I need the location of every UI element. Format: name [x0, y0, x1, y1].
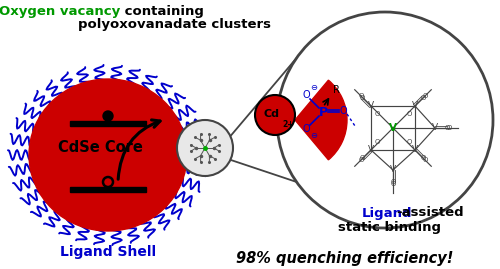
- Text: ⊖: ⊖: [310, 132, 318, 140]
- Circle shape: [255, 95, 295, 135]
- Text: Oxygen vacancy: Oxygen vacancy: [0, 5, 120, 18]
- Text: O: O: [360, 94, 365, 101]
- Text: O: O: [374, 139, 380, 145]
- Text: O: O: [390, 181, 396, 187]
- Text: P: P: [318, 105, 328, 119]
- Text: V: V: [390, 165, 396, 175]
- Text: ⊖: ⊖: [310, 83, 318, 93]
- Bar: [70, 187, 146, 192]
- Text: containing: containing: [120, 5, 204, 18]
- Text: O: O: [421, 94, 426, 101]
- Text: CdSe Core: CdSe Core: [58, 140, 142, 154]
- Text: O: O: [446, 125, 452, 131]
- Text: V: V: [432, 123, 438, 133]
- Text: static binding: static binding: [338, 221, 442, 235]
- Text: O: O: [422, 157, 428, 163]
- Bar: [70, 121, 146, 126]
- Text: O: O: [444, 125, 450, 131]
- Text: O: O: [406, 139, 412, 145]
- Text: O: O: [302, 90, 310, 100]
- Text: O: O: [339, 106, 347, 116]
- Text: 2+: 2+: [282, 120, 294, 129]
- Text: O: O: [390, 179, 396, 185]
- Text: O: O: [406, 111, 412, 117]
- Wedge shape: [295, 80, 347, 160]
- Text: O: O: [374, 111, 380, 117]
- Text: O: O: [358, 93, 364, 99]
- Text: polyoxovanadate clusters: polyoxovanadate clusters: [78, 18, 272, 31]
- Text: R: R: [332, 85, 340, 95]
- Text: O: O: [422, 93, 428, 99]
- Text: Ligand: Ligand: [362, 207, 412, 220]
- Text: O: O: [358, 157, 364, 163]
- Text: Ligand Shell: Ligand Shell: [60, 245, 156, 259]
- Text: O: O: [302, 124, 310, 134]
- Text: O: O: [421, 155, 426, 161]
- Ellipse shape: [29, 79, 187, 231]
- Text: V: V: [412, 101, 418, 111]
- Text: V: V: [412, 146, 418, 154]
- Text: V: V: [368, 101, 374, 111]
- Text: 98% quenching efficiency!: 98% quenching efficiency!: [236, 250, 454, 266]
- Text: Cd: Cd: [264, 109, 280, 119]
- Text: V: V: [368, 146, 374, 154]
- Text: O: O: [360, 155, 365, 161]
- Text: -assisted: -assisted: [396, 207, 464, 220]
- Circle shape: [177, 120, 233, 176]
- Circle shape: [277, 12, 493, 228]
- Circle shape: [103, 111, 113, 121]
- FancyArrowPatch shape: [118, 120, 160, 179]
- Text: V: V: [389, 123, 397, 133]
- Circle shape: [103, 177, 113, 187]
